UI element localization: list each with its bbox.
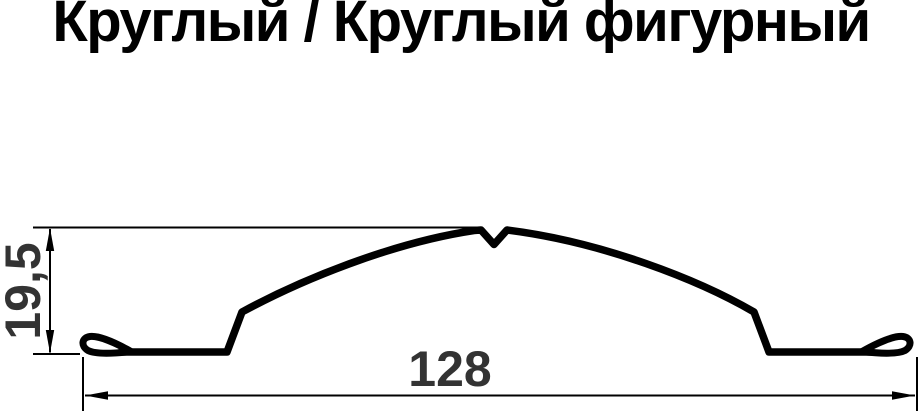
height-dimension-label: 19,5	[0, 242, 51, 339]
right-edge-curl	[858, 332, 914, 357]
width-arrow-right-icon	[892, 391, 915, 400]
dimension-arrows-group	[45, 228, 915, 400]
page-title: Круглый / Круглый фигурный	[52, 0, 871, 54]
profile-outline-path	[117, 226, 876, 356]
height-arrow-up-icon	[45, 228, 55, 251]
width-dimension-label: 128	[408, 341, 491, 397]
height-arrow-down-icon	[45, 330, 55, 353]
left-edge-curl	[79, 332, 135, 357]
width-arrow-left-icon	[85, 391, 108, 400]
profile-outline-group	[79, 226, 914, 357]
